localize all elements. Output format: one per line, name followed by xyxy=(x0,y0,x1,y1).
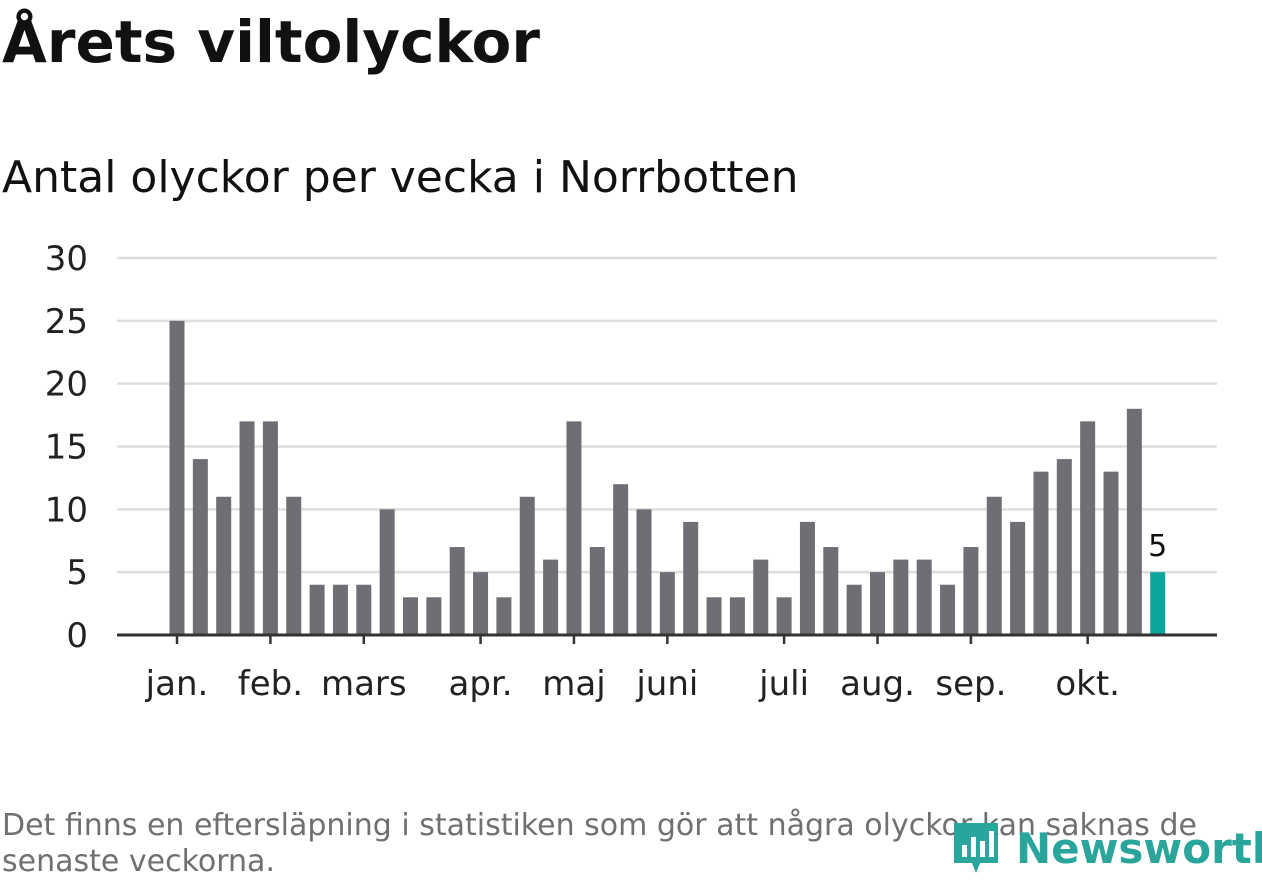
x-tick-label-feb.: feb. xyxy=(238,664,303,704)
newsworthy-logo-icon xyxy=(954,823,998,873)
bar-week-2 xyxy=(192,459,208,635)
bar-week-34 xyxy=(940,584,956,635)
y-tick-label-15: 15 xyxy=(45,428,88,468)
gridlines xyxy=(117,256,1217,574)
x-tick-label-jan.: jan. xyxy=(145,664,209,704)
bar-week-19 xyxy=(589,547,605,635)
bar-week-28 xyxy=(799,521,815,635)
bar-week-40 xyxy=(1080,421,1096,635)
chart-title: Årets viltolyckor xyxy=(2,8,540,76)
x-tick-label-mars: mars xyxy=(321,664,407,704)
data-label-week-43: 5 xyxy=(1148,529,1167,564)
bar-week-10 xyxy=(379,509,395,635)
x-tick-label-juni: juni xyxy=(635,664,698,704)
x-tick-label-aug.: aug. xyxy=(840,664,915,704)
x-axis: jan. feb. mars apr. maj juni juli aug. sep. okt. xyxy=(117,633,1217,704)
bar-week-37 xyxy=(1010,521,1026,635)
y-tick-label-20: 20 xyxy=(45,365,88,405)
bar-week-6 xyxy=(286,496,302,635)
y-tick-label-30: 30 xyxy=(45,239,88,279)
data-labels: 5 xyxy=(1148,529,1167,564)
bar-week-11 xyxy=(403,597,418,635)
brand-name: Newsworthy xyxy=(1016,823,1262,873)
bar-week-26 xyxy=(753,559,769,635)
x-tick-label-sep.: sep. xyxy=(935,664,1006,704)
bar-chart: 0 5 10 15 20 25 30 5 jan. feb. mars apr. maj juni ju… xyxy=(45,239,1217,704)
y-axis-ticks: 0 5 10 15 20 25 30 xyxy=(45,239,88,656)
bar-week-12 xyxy=(426,597,442,635)
bar-week-42 xyxy=(1126,408,1142,635)
bar-week-39 xyxy=(1056,459,1072,635)
bar-week-38 xyxy=(1033,471,1049,635)
bar-week-24 xyxy=(706,597,722,635)
bar-week-21 xyxy=(636,509,652,635)
bar-week-1 xyxy=(169,320,185,635)
bar-week-29 xyxy=(823,547,839,635)
bar-week-30 xyxy=(846,584,862,635)
bar-week-25 xyxy=(729,597,745,635)
y-tick-label-25: 25 xyxy=(45,302,88,342)
x-tick-label-maj: maj xyxy=(542,664,605,704)
bar-week-17 xyxy=(543,559,559,635)
x-tick-label-juli: juli xyxy=(758,664,809,704)
bar-week-14 xyxy=(473,572,489,635)
y-tick-label-10: 10 xyxy=(45,490,88,530)
bar-week-43 xyxy=(1150,572,1166,635)
bar-week-18 xyxy=(566,421,582,635)
bars xyxy=(169,320,1166,635)
bar-week-36 xyxy=(986,496,1002,635)
bar-week-23 xyxy=(683,521,699,635)
bar-week-3 xyxy=(216,496,232,635)
bar-week-7 xyxy=(309,584,325,635)
bar-week-5 xyxy=(262,421,278,635)
y-tick-label-0: 0 xyxy=(66,616,88,656)
bar-week-35 xyxy=(963,547,979,635)
bar-week-9 xyxy=(356,584,372,635)
bar-week-8 xyxy=(332,584,348,635)
bar-week-4 xyxy=(239,421,255,635)
x-tick-label-apr.: apr. xyxy=(449,664,513,704)
bar-week-20 xyxy=(613,484,629,635)
y-tick-label-5: 5 xyxy=(66,553,88,593)
bar-week-22 xyxy=(659,572,675,635)
bar-week-31 xyxy=(870,572,885,635)
bar-week-32 xyxy=(893,559,909,635)
bar-week-33 xyxy=(916,559,932,635)
bar-week-27 xyxy=(776,597,792,635)
bar-week-16 xyxy=(519,496,535,635)
chart-subtitle: Antal olyckor per vecka i Norrbotten xyxy=(2,152,799,203)
x-tick-label-okt.: okt. xyxy=(1055,664,1120,704)
brand-logo: Newsworthy xyxy=(950,818,1262,878)
bar-week-41 xyxy=(1103,471,1119,635)
bar-week-15 xyxy=(496,597,512,635)
bar-week-13 xyxy=(449,547,465,635)
